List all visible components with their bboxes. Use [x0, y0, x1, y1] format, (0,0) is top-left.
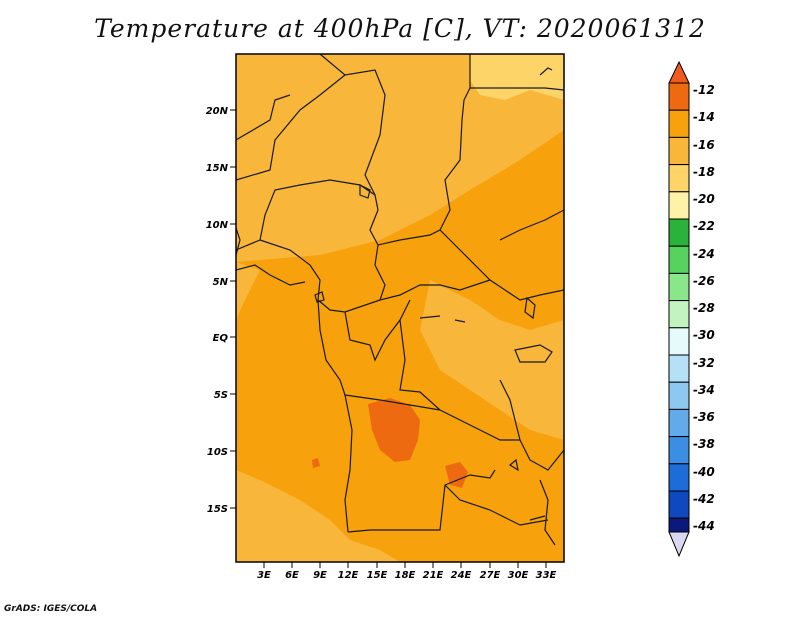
colorbar-segment — [668, 136, 690, 166]
lon-label-15e: 15E — [367, 570, 388, 581]
colorbar-segment — [668, 300, 690, 329]
colorbar-top-triangle — [668, 60, 690, 84]
lon-label-3e: 3E — [257, 570, 271, 581]
colorbar-bottom-triangle — [668, 531, 690, 558]
lon-label-24e: 24E — [451, 570, 472, 581]
lon-label-30e: 30E — [508, 570, 529, 581]
colorbar-label: -36 — [693, 410, 715, 424]
colorbar-label: -40 — [693, 465, 715, 479]
chart-title: Temperature at 400hPa [C], VT: 202006131… — [94, 14, 706, 43]
colorbar-segment — [668, 164, 690, 193]
colorbar-segment — [668, 191, 690, 220]
colorbar-segment — [668, 490, 690, 519]
lon-label-9e: 9E — [313, 570, 327, 581]
temperature-field — [236, 54, 564, 562]
colorbar-segment — [668, 109, 690, 138]
lon-axis: 3E 6E 9E 12E 15E 18E 21E 24E 27E 30E 33E — [257, 562, 557, 581]
lon-label-27e: 27E — [480, 570, 501, 581]
colorbar-segment — [668, 82, 690, 111]
lon-label-18e: 18E — [395, 570, 416, 581]
colorbar-segment — [668, 245, 690, 274]
colorbar-label: -44 — [693, 519, 715, 533]
colorbar-label: -38 — [693, 437, 715, 451]
colorbar-label: -28 — [693, 301, 715, 315]
lat-label-15n: 15N — [206, 163, 229, 174]
colorbar-segment — [668, 463, 690, 492]
lon-label-6e: 6E — [285, 570, 299, 581]
colorbar-label: -24 — [693, 247, 715, 261]
lon-label-12e: 12E — [338, 570, 359, 581]
lat-label-10s: 10S — [207, 447, 228, 458]
lon-label-21e: 21E — [423, 570, 444, 581]
colorbar-segment — [668, 272, 690, 302]
colorbar-segment — [668, 218, 690, 247]
colorbar-segment — [668, 436, 690, 465]
country-borders — [236, 54, 564, 546]
colorbar-segment — [668, 354, 690, 383]
colorbar-label: -16 — [693, 138, 715, 152]
colorbar-segment — [668, 408, 690, 438]
colorbar-label: -20 — [693, 192, 715, 206]
colorbar-label: -14 — [693, 110, 715, 124]
colorbar-label: -34 — [693, 383, 715, 397]
lat-label-15s: 15S — [207, 504, 228, 515]
colorbar-label: -26 — [693, 274, 715, 288]
colorbar-label: -22 — [693, 219, 715, 233]
lat-label-10n: 10N — [206, 220, 229, 231]
colorbar-label: -42 — [693, 492, 715, 506]
colorbar-segment — [668, 327, 690, 356]
colorbar-label: -30 — [693, 328, 715, 342]
colorbar-label: -18 — [693, 165, 715, 179]
lat-label-eq: EQ — [213, 333, 229, 344]
lon-label-33e: 33E — [536, 570, 557, 581]
lat-label-20n: 20N — [206, 106, 229, 117]
colorbar: -12 -14 -16 -18 -20 -22 -24 -26 -28 -30 … — [668, 60, 715, 558]
lat-axis: 20N 15N 10N 5N EQ 5S 10S 15S — [206, 106, 236, 515]
colorbar-segment — [668, 517, 690, 533]
lat-label-5n: 5N — [213, 277, 229, 288]
colorbar-label: -12 — [693, 83, 715, 97]
grads-credit: GrADS: IGES/COLA — [4, 604, 98, 614]
colorbar-segment — [668, 381, 690, 410]
lat-label-5s: 5S — [214, 390, 228, 401]
map-frame — [235, 53, 565, 563]
colorbar-label: -32 — [693, 356, 715, 370]
